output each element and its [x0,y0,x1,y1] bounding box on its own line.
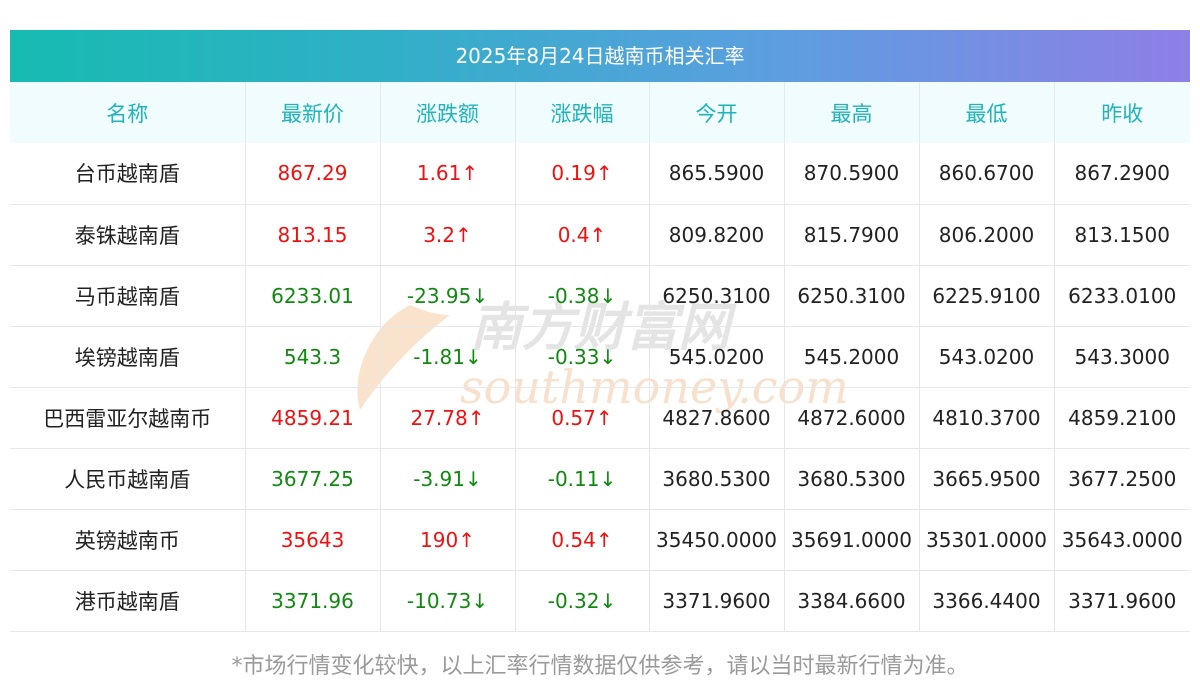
change-percent: 0.19↑ [515,143,650,204]
prev-close: 6233.0100 [1068,283,1177,308]
open-price: 6250.3100 [649,265,785,326]
currency-name: 泰铢越南盾 [10,204,246,265]
low-price: 3366.4400 [919,570,1055,631]
table-row: 港币越南盾 3371.96 -10.73↓ -0.32↓ 3371.9600 3… [10,570,1190,631]
latest-price: 3677.25 [245,448,381,509]
prev-close: 867.2900 [1074,161,1170,186]
change-percent: 0.4↑ [515,204,650,265]
change-amount: 190↑ [380,509,516,570]
high-price: 3384.6600 [784,570,920,631]
table-row: 马币越南盾 6233.01 -23.95↓ -0.38↓ 6250.3100 6… [10,265,1190,326]
exchange-rate-table: 名称 最新价 涨跌额 涨跌幅 今开 最高 最低 昨收 台币越南盾 867.29 … [10,82,1190,632]
currency-name: 英镑越南币 [10,509,246,570]
low-price: 543.0200 [919,326,1055,387]
high-price: 815.7900 [784,204,920,265]
low-price: 806.2000 [919,204,1055,265]
open-price: 545.0200 [649,326,785,387]
high-price: 870.5900 [784,143,920,204]
table-row: 巴西雷亚尔越南币 4859.21 27.78↑ 0.57↑ 4827.8600 … [10,387,1190,448]
open-price: 35450.0000 [649,509,785,570]
change-percent: -0.11↓ [515,448,650,509]
low-price: 860.6700 [919,143,1055,204]
column-header-change: 涨跌额 [380,82,516,143]
high-price: 6250.3100 [784,265,920,326]
open-price: 865.5900 [649,143,785,204]
latest-price: 813.15 [245,204,381,265]
latest-price: 867.29 [245,143,381,204]
change-amount: -3.91↓ [380,448,516,509]
currency-name: 人民币越南盾 [10,448,246,509]
rate-panel: 2025年8月24日越南币相关汇率 名称 最新价 涨跌额 涨跌幅 今开 最高 最… [10,30,1190,632]
prev-close: 543.3000 [1074,344,1170,369]
currency-name: 巴西雷亚尔越南币 [10,387,246,448]
open-price: 3680.5300 [649,448,785,509]
change-percent: -0.33↓ [515,326,650,387]
prev-close: 3371.9600 [1068,588,1177,613]
column-header-price: 最新价 [245,82,381,143]
latest-price: 3371.96 [245,570,381,631]
prev-close: 35643.0000 [1061,527,1183,552]
currency-name: 港币越南盾 [10,570,246,631]
column-header-open: 今开 [649,82,785,143]
change-percent: -0.32↓ [515,570,650,631]
open-price: 4827.8600 [649,387,785,448]
change-percent: -0.38↓ [515,265,650,326]
change-percent: 0.57↑ [515,387,650,448]
change-percent: 0.54↑ [515,509,650,570]
change-amount: -23.95↓ [380,265,516,326]
table-row: 泰铢越南盾 813.15 3.2↑ 0.4↑ 809.8200 815.7900… [10,204,1190,265]
open-price: 3371.9600 [649,570,785,631]
currency-name: 埃镑越南盾 [10,326,246,387]
high-price: 35691.0000 [784,509,920,570]
table-row: 台币越南盾 867.29 1.61↑ 0.19↑ 865.5900 870.59… [10,143,1190,204]
column-header-prev: 昨收 [1101,101,1144,126]
table-row: 英镑越南币 35643 190↑ 0.54↑ 35450.0000 35691.… [10,509,1190,570]
latest-price: 35643 [245,509,381,570]
low-price: 3665.9500 [919,448,1055,509]
prev-close: 4859.2100 [1068,405,1177,430]
change-amount: 3.2↑ [380,204,516,265]
latest-price: 4859.21 [245,387,381,448]
currency-name: 台币越南盾 [10,143,246,204]
change-amount: -10.73↓ [380,570,516,631]
disclaimer-footnote: *市场行情变化较快，以上汇率行情数据仅供参考，请以当时最新行情为准。 [231,654,969,679]
prev-close: 813.1500 [1074,222,1170,247]
column-header-low: 最低 [919,82,1055,143]
change-amount: -1.81↓ [380,326,516,387]
column-header-name: 名称 [10,82,246,143]
table-title: 2025年8月24日越南币相关汇率 [10,30,1190,82]
high-price: 4872.6000 [784,387,920,448]
open-price: 809.8200 [649,204,785,265]
currency-name: 马币越南盾 [10,265,246,326]
table-header-row: 名称 最新价 涨跌额 涨跌幅 今开 最高 最低 昨收 [10,82,1190,143]
change-amount: 1.61↑ [380,143,516,204]
prev-close: 3677.2500 [1068,466,1177,491]
latest-price: 6233.01 [245,265,381,326]
high-price: 545.2000 [784,326,920,387]
table-row: 埃镑越南盾 543.3 -1.81↓ -0.33↓ 545.0200 545.2… [10,326,1190,387]
column-header-high: 最高 [784,82,920,143]
low-price: 4810.3700 [919,387,1055,448]
low-price: 6225.9100 [919,265,1055,326]
change-amount: 27.78↑ [380,387,516,448]
latest-price: 543.3 [245,326,381,387]
column-header-pct: 涨跌幅 [515,82,650,143]
high-price: 3680.5300 [784,448,920,509]
table-row: 人民币越南盾 3677.25 -3.91↓ -0.11↓ 3680.5300 3… [10,448,1190,509]
low-price: 35301.0000 [919,509,1055,570]
